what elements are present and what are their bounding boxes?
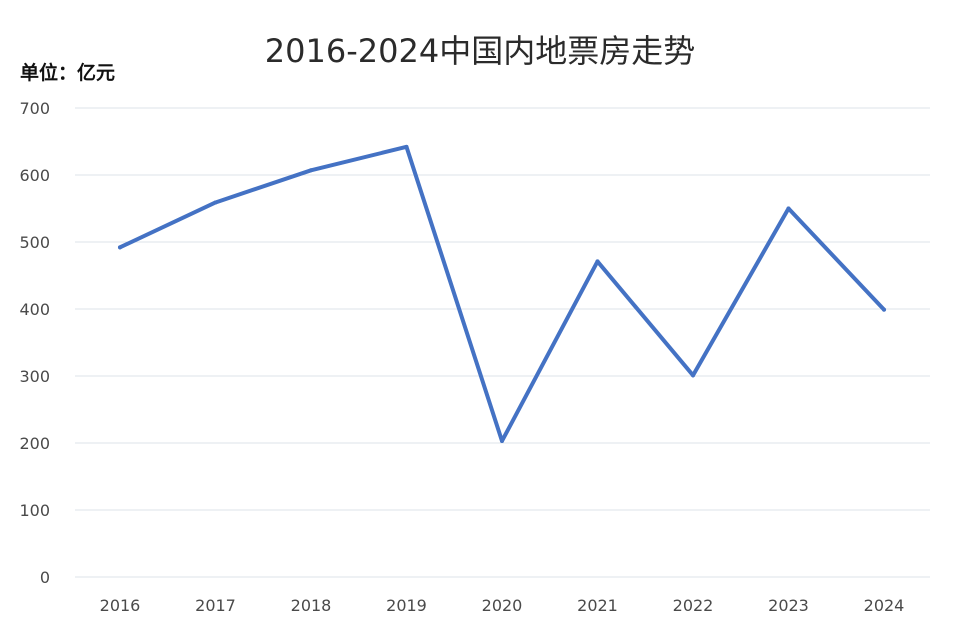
y-tick-label: 600 <box>19 166 50 185</box>
x-tick-label: 2023 <box>768 596 809 615</box>
series-layer <box>118 144 886 443</box>
x-tick-label: 2020 <box>482 596 523 615</box>
x-tick-label: 2024 <box>864 596 905 615</box>
x-tick-label: 2021 <box>577 596 618 615</box>
x-tick-label: 2022 <box>673 596 714 615</box>
x-tick-label: 2017 <box>195 596 236 615</box>
gridlines <box>75 107 930 578</box>
data-point <box>118 245 122 250</box>
y-tick-label: 0 <box>40 568 50 587</box>
y-tick-label: 700 <box>19 99 50 118</box>
series-line <box>118 144 886 443</box>
data-point <box>595 259 600 264</box>
y-tick-label: 100 <box>19 501 50 520</box>
data-point <box>882 307 886 312</box>
x-axis-ticks: 2016 2017 2018 2019 2020 2021 2022 2023 2024 <box>100 596 905 615</box>
data-point <box>691 373 695 378</box>
x-tick-label: 2016 <box>100 596 141 615</box>
y-tick-label: 500 <box>19 233 50 252</box>
data-point <box>500 438 504 443</box>
y-axis-ticks: 0 100 200 300 400 500 600 700 <box>19 99 50 587</box>
data-point <box>404 144 409 149</box>
unit-label: 单位：亿元 <box>20 62 116 84</box>
data-point <box>786 206 791 211</box>
data-point <box>309 168 313 173</box>
chart-title: 2016-2024中国内地票房走势 <box>264 32 696 70</box>
data-point <box>213 200 218 205</box>
x-tick-label: 2018 <box>291 596 332 615</box>
y-tick-label: 400 <box>19 300 50 319</box>
y-tick-label: 200 <box>19 434 50 453</box>
y-tick-label: 300 <box>19 367 50 386</box>
x-tick-label: 2019 <box>386 596 427 615</box>
